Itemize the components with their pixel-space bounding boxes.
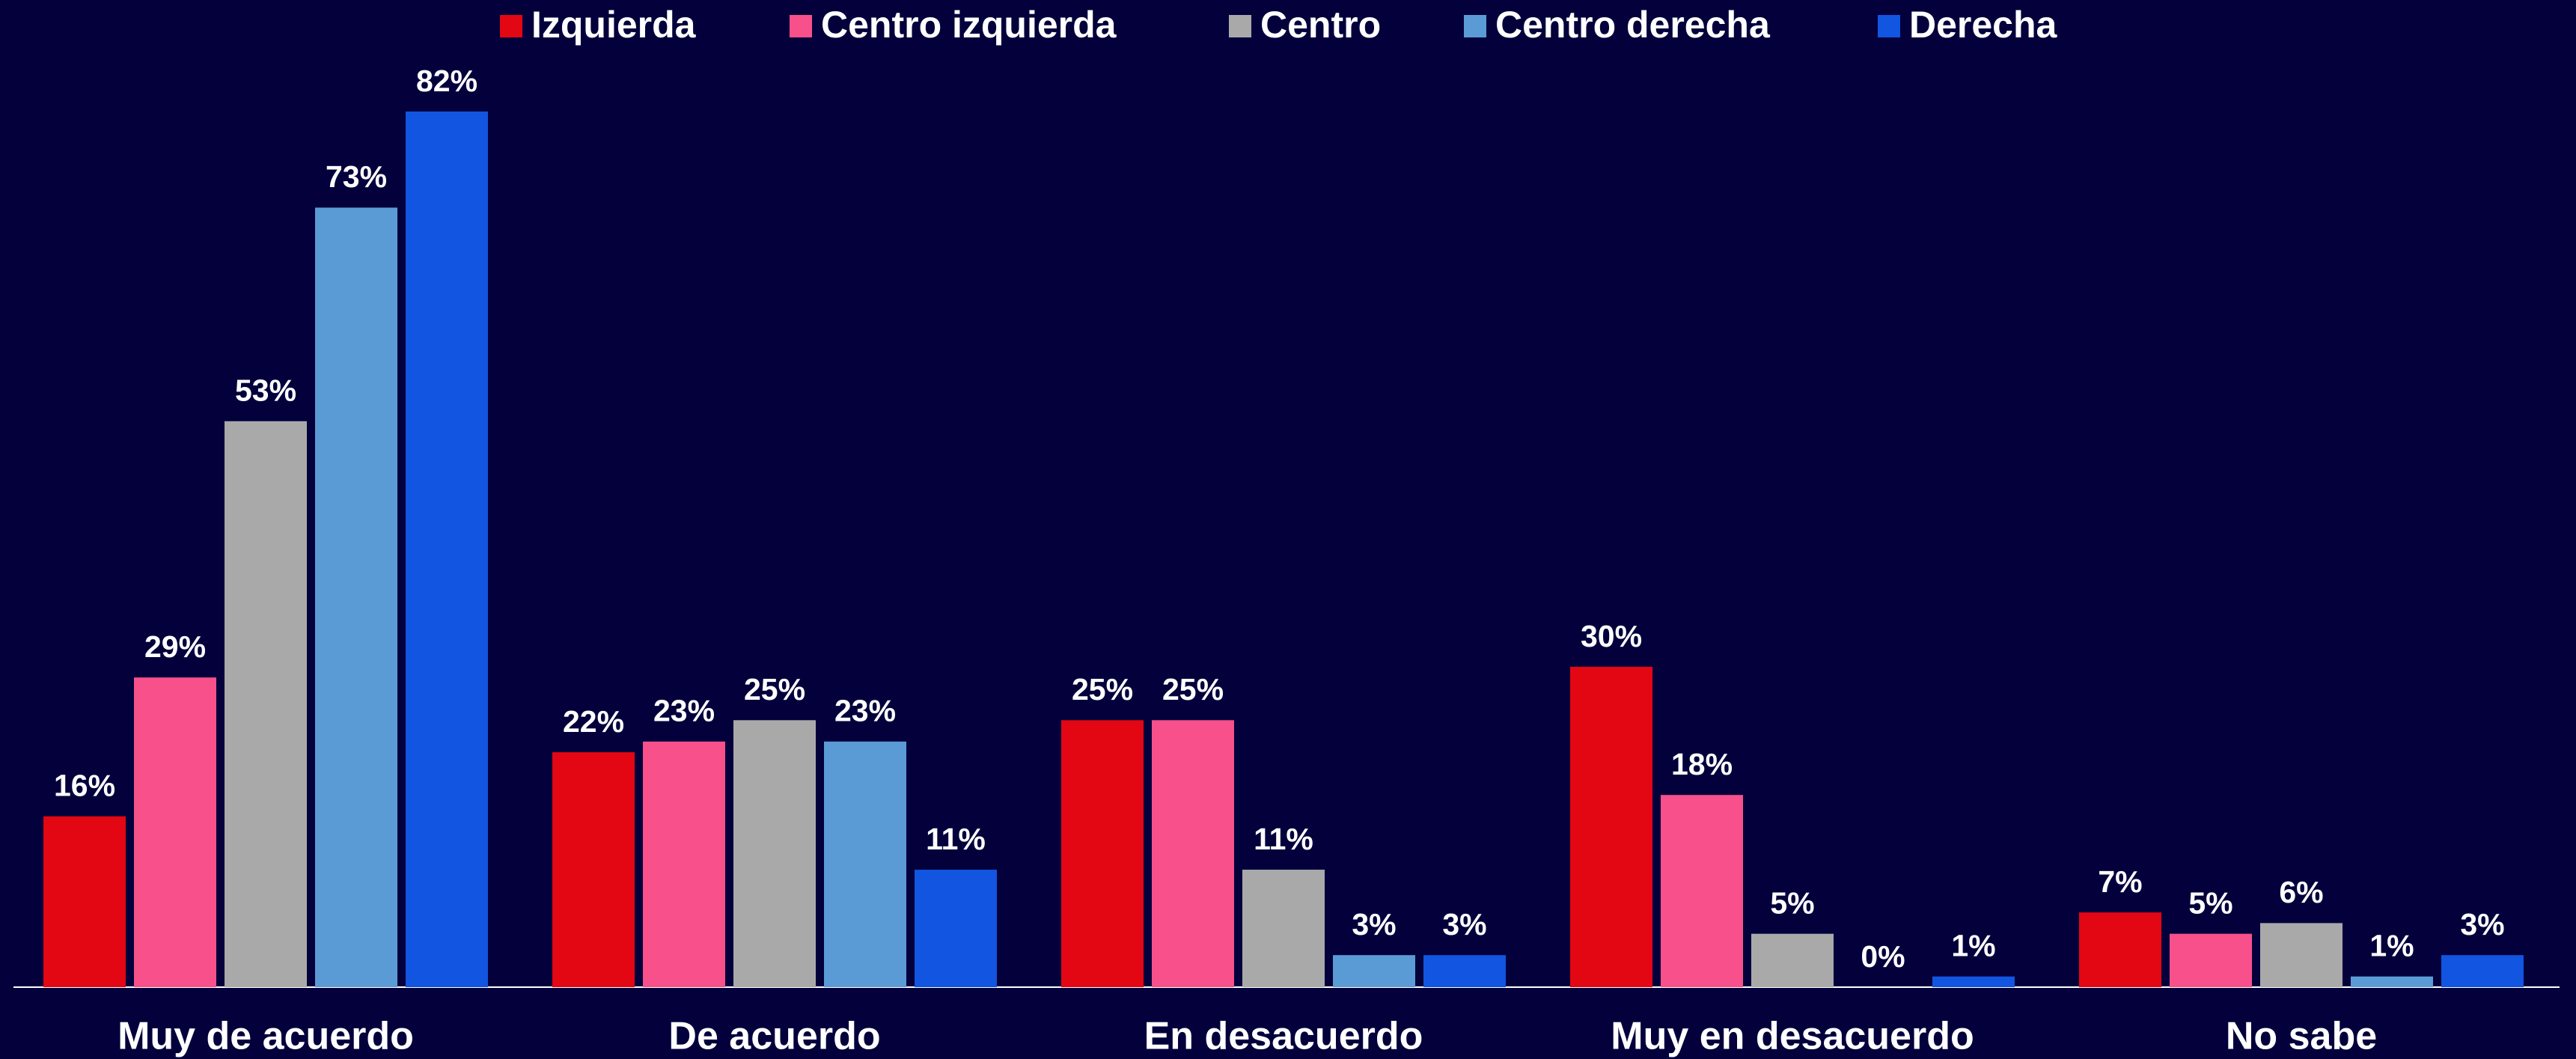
- bar: [1152, 720, 1234, 987]
- bar: [315, 207, 397, 987]
- value-label: 5%: [2188, 885, 2232, 920]
- legend-swatch: [790, 15, 812, 37]
- bar: [2170, 933, 2252, 987]
- value-label: 73%: [326, 159, 387, 194]
- bar: [1423, 955, 1506, 987]
- value-label: 30%: [1581, 619, 1642, 653]
- value-label: 82%: [416, 64, 477, 98]
- value-label: 5%: [1770, 885, 1814, 920]
- x-tick-label: En desacuerdo: [1144, 1015, 1423, 1058]
- bar: [1932, 976, 2015, 987]
- value-label: 1%: [2369, 929, 2414, 963]
- bar: [134, 677, 216, 987]
- value-label: 16%: [54, 769, 115, 803]
- value-label: 1%: [1951, 929, 1995, 963]
- bar: [406, 112, 488, 987]
- bar: [733, 720, 816, 987]
- x-tick-label: Muy de acuerdo: [117, 1015, 414, 1058]
- value-label: 29%: [144, 629, 206, 664]
- bar: [1333, 955, 1415, 987]
- value-label: 53%: [235, 373, 296, 408]
- x-tick-label: De acuerdo: [668, 1015, 880, 1058]
- value-label: 3%: [1352, 907, 1396, 941]
- bar: [1661, 795, 1743, 987]
- legend-swatch: [1878, 15, 1900, 37]
- legend-label: Centro: [1260, 4, 1381, 46]
- value-label: 11%: [926, 822, 986, 856]
- legend-swatch: [1229, 15, 1251, 37]
- value-label: 3%: [1442, 907, 1486, 941]
- bar: [1570, 666, 1652, 987]
- bar: [824, 741, 906, 987]
- value-label: 0%: [1861, 939, 1905, 974]
- value-label: 6%: [2279, 875, 2323, 909]
- bar: [2079, 912, 2161, 987]
- legend-label: Izquierda: [531, 4, 697, 46]
- x-tick-label: Muy en desacuerdo: [1611, 1015, 1974, 1058]
- bar: [915, 870, 997, 987]
- x-tick-label: No sabe: [2226, 1015, 2377, 1058]
- bar: [225, 421, 307, 987]
- value-label: 23%: [834, 694, 896, 728]
- bar: [2441, 955, 2524, 987]
- bar: [2260, 923, 2342, 987]
- value-label: 25%: [1072, 672, 1133, 706]
- value-label: 11%: [1254, 822, 1313, 856]
- bar: [1751, 933, 1834, 987]
- legend-label: Centro derecha: [1495, 4, 1771, 46]
- legend-swatch: [1464, 15, 1486, 37]
- value-label: 7%: [2098, 864, 2142, 899]
- legend-label: Derecha: [1909, 4, 2058, 46]
- bar: [43, 816, 126, 987]
- bar: [1061, 720, 1144, 987]
- bar: [1242, 870, 1325, 987]
- value-label: 22%: [563, 704, 624, 739]
- bar: [643, 741, 725, 987]
- bar: [552, 752, 635, 987]
- bar: [2351, 976, 2433, 987]
- legend-swatch: [500, 15, 522, 37]
- value-label: 23%: [653, 694, 715, 728]
- legend-label: Centro izquierda: [821, 4, 1117, 46]
- value-label: 25%: [1162, 672, 1224, 706]
- value-label: 3%: [2460, 907, 2504, 941]
- value-label: 25%: [744, 672, 805, 706]
- value-label: 18%: [1671, 747, 1733, 781]
